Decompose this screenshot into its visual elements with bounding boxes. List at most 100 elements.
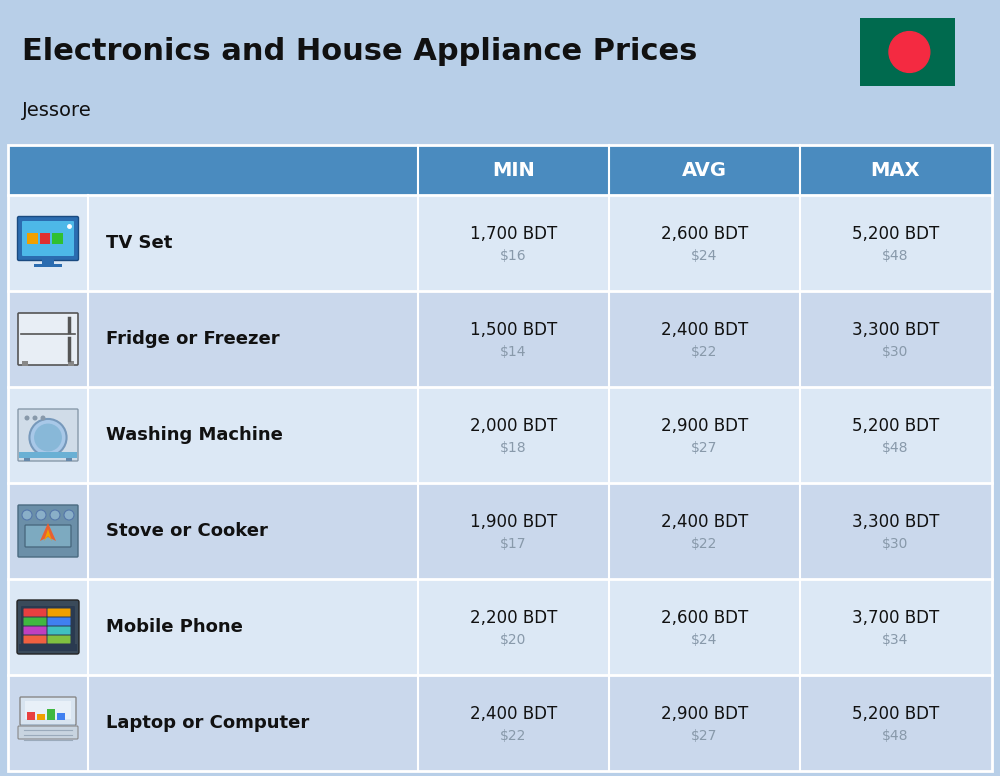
Text: 2,400 BDT: 2,400 BDT <box>661 321 748 339</box>
FancyBboxPatch shape <box>18 409 78 461</box>
Text: MIN: MIN <box>492 161 535 179</box>
Text: 2,600 BDT: 2,600 BDT <box>661 609 748 627</box>
Text: 3,300 BDT: 3,300 BDT <box>852 321 939 339</box>
Circle shape <box>36 510 46 520</box>
Bar <box>66 456 72 461</box>
Text: Stove or Cooker: Stove or Cooker <box>106 522 268 540</box>
Bar <box>22 361 28 366</box>
FancyBboxPatch shape <box>18 313 78 365</box>
Bar <box>8 291 992 387</box>
Text: Mobile Phone: Mobile Phone <box>106 618 243 636</box>
Bar <box>27 234 38 244</box>
Polygon shape <box>44 529 52 541</box>
Circle shape <box>32 415 38 421</box>
Text: $27: $27 <box>691 729 718 743</box>
Bar <box>68 361 74 366</box>
FancyBboxPatch shape <box>48 636 70 643</box>
Text: 1,500 BDT: 1,500 BDT <box>470 321 557 339</box>
Text: Laptop or Computer: Laptop or Computer <box>106 714 309 732</box>
FancyBboxPatch shape <box>24 626 46 635</box>
Bar <box>21 724 75 727</box>
Bar <box>37 714 45 720</box>
Bar <box>47 709 55 720</box>
Text: $24: $24 <box>691 633 718 647</box>
Bar <box>42 259 54 264</box>
Circle shape <box>34 424 62 452</box>
Bar <box>40 234 50 244</box>
Text: $17: $17 <box>500 537 527 551</box>
Circle shape <box>889 32 930 72</box>
Bar <box>8 195 992 291</box>
FancyBboxPatch shape <box>25 525 71 547</box>
Text: $22: $22 <box>691 345 718 359</box>
Text: 1,900 BDT: 1,900 BDT <box>470 513 557 531</box>
Text: 5,200 BDT: 5,200 BDT <box>852 705 939 723</box>
Text: $16: $16 <box>500 249 527 263</box>
Circle shape <box>64 510 74 520</box>
FancyBboxPatch shape <box>21 606 75 648</box>
Bar <box>19 452 77 458</box>
Text: 2,200 BDT: 2,200 BDT <box>470 609 557 627</box>
Bar <box>8 483 992 579</box>
Text: 2,900 BDT: 2,900 BDT <box>661 705 748 723</box>
Text: Jessore: Jessore <box>22 101 92 120</box>
Text: 5,200 BDT: 5,200 BDT <box>852 417 939 435</box>
FancyBboxPatch shape <box>18 726 78 739</box>
Bar <box>8 675 992 771</box>
Bar <box>8 145 992 771</box>
Text: $22: $22 <box>691 537 718 551</box>
Text: 1,700 BDT: 1,700 BDT <box>470 225 557 243</box>
Circle shape <box>24 415 30 421</box>
Text: $24: $24 <box>691 249 718 263</box>
Text: $22: $22 <box>500 729 527 743</box>
Text: 2,000 BDT: 2,000 BDT <box>470 417 557 435</box>
FancyBboxPatch shape <box>18 505 78 557</box>
Text: $48: $48 <box>882 441 909 455</box>
Circle shape <box>50 510 60 520</box>
FancyBboxPatch shape <box>20 697 76 725</box>
Text: 2,400 BDT: 2,400 BDT <box>470 705 557 723</box>
Circle shape <box>22 510 32 520</box>
Bar <box>8 145 992 195</box>
Bar <box>860 18 955 86</box>
Text: MAX: MAX <box>871 161 920 179</box>
FancyBboxPatch shape <box>24 636 46 643</box>
Bar <box>8 387 992 483</box>
FancyBboxPatch shape <box>17 600 79 654</box>
Bar <box>27 712 35 720</box>
Circle shape <box>29 419 67 456</box>
Bar <box>8 579 992 675</box>
Text: $34: $34 <box>882 633 909 647</box>
Text: 2,600 BDT: 2,600 BDT <box>661 225 748 243</box>
Text: AVG: AVG <box>682 161 727 179</box>
FancyBboxPatch shape <box>18 217 78 261</box>
Text: 3,700 BDT: 3,700 BDT <box>852 609 939 627</box>
Text: 3,300 BDT: 3,300 BDT <box>852 513 939 531</box>
Text: $30: $30 <box>882 537 909 551</box>
Circle shape <box>40 415 46 421</box>
Bar <box>57 713 65 720</box>
Text: $48: $48 <box>882 249 909 263</box>
Bar <box>34 264 62 267</box>
FancyBboxPatch shape <box>22 221 74 256</box>
Text: $18: $18 <box>500 441 527 455</box>
FancyBboxPatch shape <box>48 618 70 625</box>
Text: Electronics and House Appliance Prices: Electronics and House Appliance Prices <box>22 37 697 67</box>
Text: $27: $27 <box>691 441 718 455</box>
Text: 2,400 BDT: 2,400 BDT <box>661 513 748 531</box>
FancyBboxPatch shape <box>24 608 46 616</box>
Text: 5,200 BDT: 5,200 BDT <box>852 225 939 243</box>
Polygon shape <box>40 523 56 541</box>
FancyBboxPatch shape <box>24 618 46 625</box>
Text: TV Set: TV Set <box>106 234 172 252</box>
Text: Washing Machine: Washing Machine <box>106 426 283 444</box>
Bar <box>24 456 30 461</box>
Text: $14: $14 <box>500 345 527 359</box>
Bar <box>25 701 71 719</box>
Text: Fridge or Freezer: Fridge or Freezer <box>106 330 280 348</box>
Text: $48: $48 <box>882 729 909 743</box>
FancyBboxPatch shape <box>48 608 70 616</box>
Text: 2,900 BDT: 2,900 BDT <box>661 417 748 435</box>
FancyBboxPatch shape <box>48 626 70 635</box>
Bar <box>19 644 77 651</box>
